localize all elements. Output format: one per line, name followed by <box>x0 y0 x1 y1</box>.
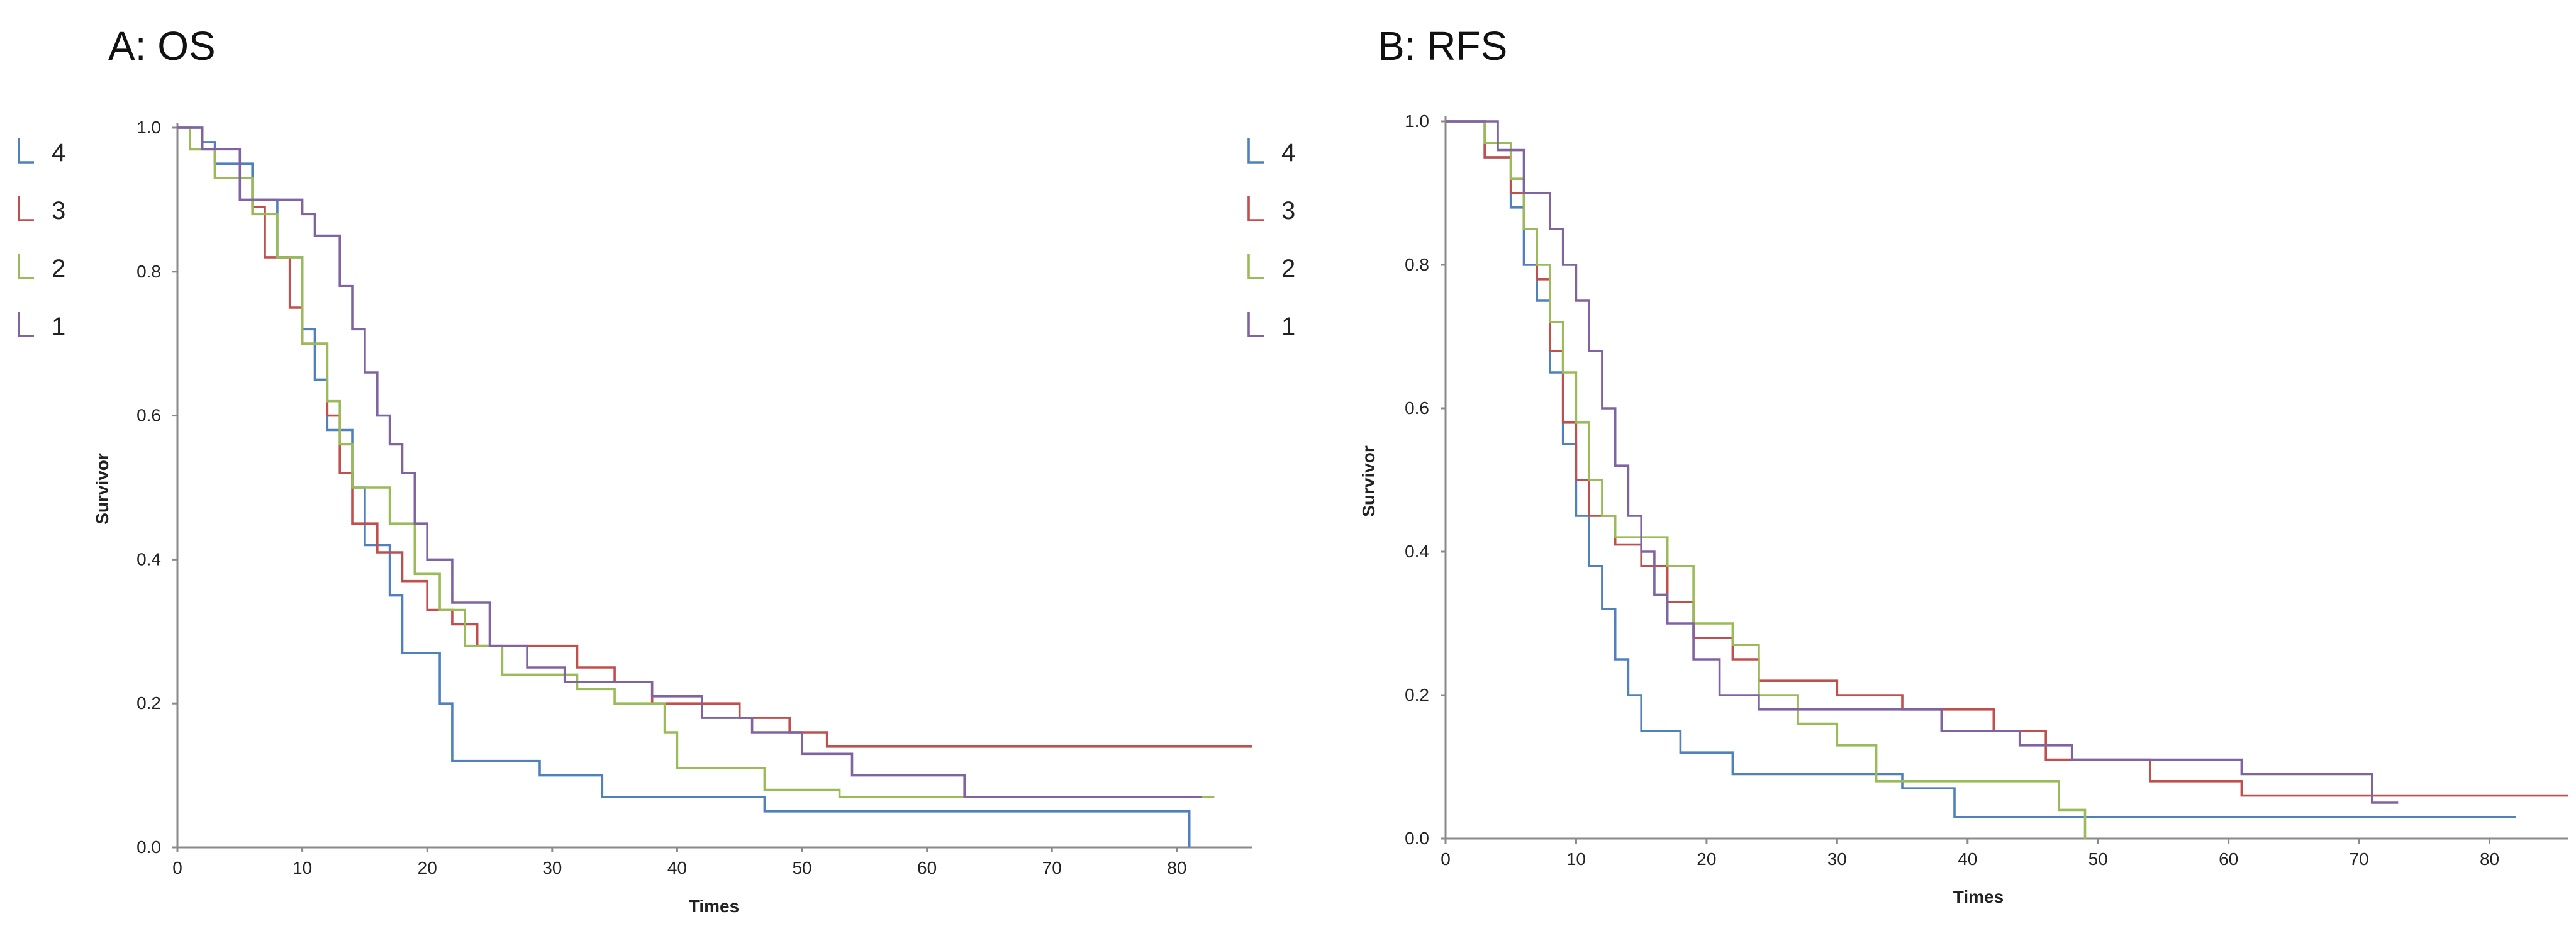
y-tick-label-os: 1.0 <box>137 118 161 137</box>
survival-curve-group-3-rfs <box>1446 120 2568 797</box>
x-tick-label-rfs: 0 <box>1441 849 1451 869</box>
chart-legend-rfs: 4 3 2 1 <box>1247 138 1295 340</box>
x-tick-label-rfs: 10 <box>1566 849 1586 869</box>
y-tick-label-rfs: 0.8 <box>1405 255 1429 274</box>
legend-swatch-group-3-os <box>18 196 34 221</box>
chart-panel-os: A: OS 0.0 0.2 0.4 0.6 0.8 1.0 0 10 20 30 40 50 60 70 8… <box>18 23 1252 916</box>
survival-curve-group-2-rfs <box>1446 120 2087 839</box>
chart-series-os <box>177 126 1252 847</box>
x-tick-label-os: 30 <box>542 858 562 878</box>
x-tick-label-os: 50 <box>792 858 811 878</box>
y-tick-label-os: 0.0 <box>137 837 161 857</box>
legend-label-group-1-os: 1 <box>52 313 65 340</box>
x-tick-label-os: 80 <box>1167 858 1186 878</box>
chart-axes-os: 0.0 0.2 0.4 0.6 0.8 1.0 0 10 20 30 40 50 60 70 80 <box>137 118 1252 878</box>
legend-swatch-group-4-os <box>18 138 34 164</box>
x-tick-label-os: 20 <box>418 858 437 878</box>
legend-label-group-3-os: 3 <box>52 197 65 225</box>
x-tick-label-os: 0 <box>172 858 182 878</box>
x-tick-label-rfs: 20 <box>1697 849 1716 869</box>
legend-label-group-4-rfs: 4 <box>1281 139 1295 167</box>
y-tick-label-os: 0.2 <box>137 693 161 713</box>
y-tick-label-os: 0.4 <box>137 549 161 569</box>
x-tick-label-os: 60 <box>917 858 937 878</box>
y-tick-label-rfs: 0.2 <box>1405 685 1429 705</box>
chart-legend-os: 4 3 2 1 <box>18 138 65 340</box>
legend-label-group-2-os: 2 <box>52 255 65 282</box>
survival-curve-group-1-os <box>177 126 1202 798</box>
legend-label-group-4-os: 4 <box>52 139 65 167</box>
y-tick-label-os: 0.8 <box>137 262 161 281</box>
y-axis-label-rfs: Survivor <box>1359 445 1378 517</box>
y-tick-label-rfs: 0.4 <box>1405 542 1429 561</box>
x-tick-label-rfs: 80 <box>2480 849 2499 869</box>
x-tick-label-rfs: 30 <box>1827 849 1847 869</box>
x-tick-label-rfs: 60 <box>2219 849 2238 869</box>
x-tick-label-os: 70 <box>1042 858 1062 878</box>
y-tick-label-rfs: 1.0 <box>1405 111 1429 131</box>
legend-swatch-group-3-rfs <box>1247 196 1264 221</box>
legend-swatch-group-1-rfs <box>1247 312 1264 337</box>
x-tick-label-rfs: 70 <box>2350 849 2369 869</box>
x-tick-label-rfs: 40 <box>1958 849 1977 869</box>
x-axis-label-os: Times <box>689 896 739 916</box>
x-tick-label-os: 10 <box>293 858 312 878</box>
chart-axes-rfs: 0.0 0.2 0.4 0.6 0.8 1.0 0 10 20 30 40 50 60 70 80 <box>1405 111 2568 869</box>
x-axis-label-rfs: Times <box>1953 887 2004 906</box>
y-tick-label-rfs: 0.0 <box>1405 828 1429 848</box>
survival-curve-group-1-rfs <box>1446 120 2399 804</box>
legend-swatch-group-4-rfs <box>1247 138 1264 164</box>
x-tick-label-rfs: 50 <box>2088 849 2108 869</box>
survival-curve-group-3-os <box>177 126 1252 748</box>
legend-swatch-group-1-os <box>18 312 34 337</box>
chart-series-rfs <box>1446 120 2568 839</box>
chart-title-os: A: OS <box>108 23 216 69</box>
legend-label-group-2-rfs: 2 <box>1281 255 1295 282</box>
chart-title-rfs: B: RFS <box>1378 23 1507 69</box>
survival-curve-group-2-os <box>177 126 1215 798</box>
survival-curve-group-4-rfs <box>1446 120 2516 818</box>
legend-label-group-1-rfs: 1 <box>1281 313 1295 340</box>
legend-label-group-3-rfs: 3 <box>1281 197 1295 225</box>
legend-swatch-group-2-os <box>18 254 34 279</box>
x-tick-label-os: 40 <box>667 858 687 878</box>
y-tick-label-os: 0.6 <box>137 406 161 425</box>
chart-panel-rfs: B: RFS 0.0 0.2 0.4 0.6 0.8 1.0 0 10 20 30 40 50 60 70… <box>1247 23 2568 906</box>
legend-swatch-group-2-rfs <box>1247 254 1264 279</box>
y-axis-label-os: Survivor <box>92 453 112 525</box>
y-tick-label-rfs: 0.6 <box>1405 398 1429 418</box>
